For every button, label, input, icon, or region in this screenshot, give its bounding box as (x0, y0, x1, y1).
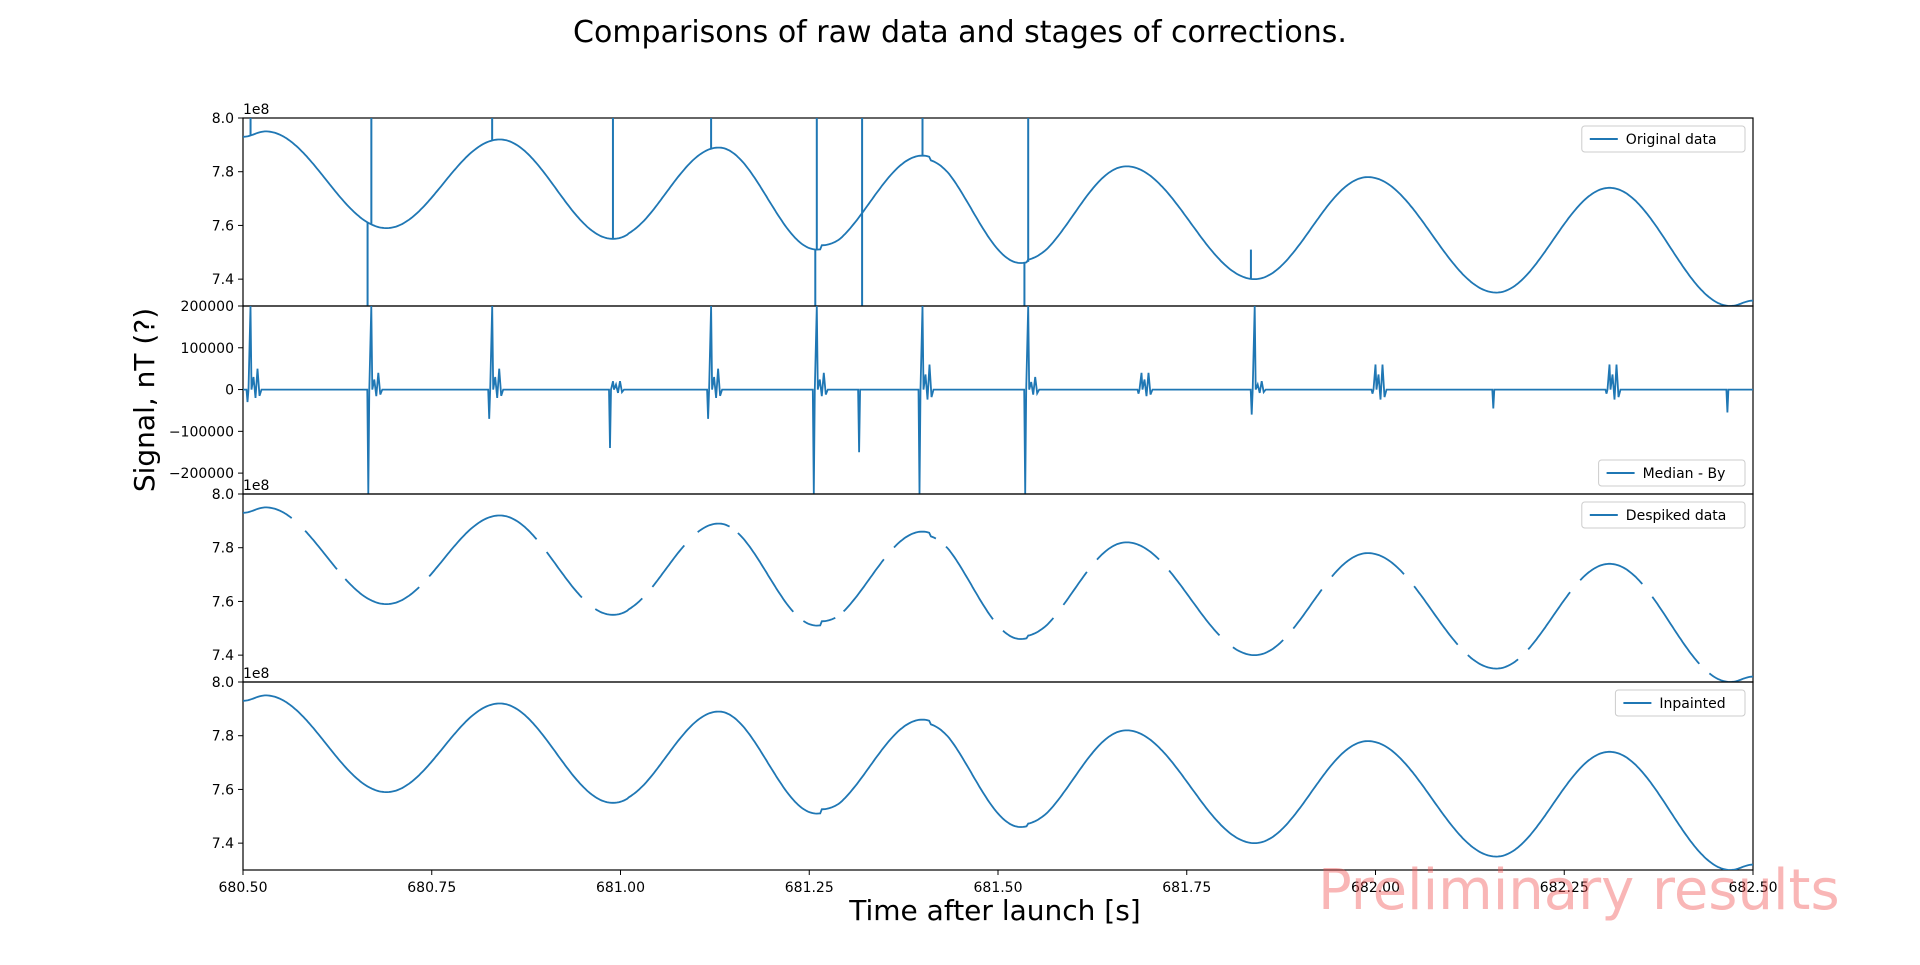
series-line (243, 306, 1753, 494)
y-tick-label: −200000 (169, 466, 234, 482)
x-tick-label: 682.00 (1351, 880, 1400, 896)
subplot-3: 7.4 7.6 7.8 8.0 1e8 Despiked data (212, 478, 1754, 683)
x-tick-label: 682.25 (1540, 880, 1589, 896)
legend: Median - By (1598, 459, 1746, 487)
plot-area (243, 506, 1753, 682)
series-line (243, 694, 1753, 870)
legend-label: Original data (1626, 132, 1717, 148)
legend-box (1581, 125, 1746, 153)
y-tick-label: 7.8 (212, 165, 234, 181)
legend-label: Inpainted (1659, 696, 1725, 712)
axes-frame (242, 493, 1754, 683)
y-tick-label: 7.4 (212, 836, 234, 852)
y-tick-label: 7.6 (212, 218, 234, 234)
offset-label: 1e8 (243, 102, 269, 118)
legend-label: Despiked data (1626, 508, 1727, 524)
offset-label: 1e8 (243, 666, 269, 682)
legend-box (1614, 689, 1746, 717)
y-tick-label: 7.4 (212, 272, 234, 288)
legend: Original data (1581, 125, 1746, 153)
legend-box (1581, 501, 1746, 529)
y-tick-label: 7.8 (212, 729, 234, 745)
legend-box (1598, 459, 1746, 487)
subplot-1: 7.4 7.6 7.8 8.0 1e8 Original data (212, 102, 1754, 307)
series-line (243, 506, 1753, 682)
series-line (243, 130, 1753, 306)
legend: Inpainted (1614, 689, 1746, 717)
offset-label: 1e8 (243, 478, 269, 494)
x-tick-label: 681.75 (1162, 880, 1211, 896)
y-tick-label: 7.6 (212, 594, 234, 610)
figure-title: Comparisons of raw data and stages of co… (573, 15, 1347, 50)
y-tick-label: −100000 (169, 424, 234, 440)
legend-label: Median - By (1643, 466, 1726, 482)
x-axis-label: Time after launch [s] (848, 894, 1140, 927)
y-tick-label: 8.0 (212, 675, 234, 691)
axes-frame (242, 681, 1754, 871)
plot-area (243, 694, 1753, 870)
y-tick-label: 200000 (181, 299, 234, 315)
y-tick-label: 7.6 (212, 782, 234, 798)
subplot-stack: 7.4 7.6 7.8 8.0 1e8 Original data −200000 −1000… (169, 102, 1778, 896)
subplot-4: 7.4 7.6 7.8 8.0 1e8 680.50 680.75 681.00 681.25 6… (212, 666, 1778, 896)
x-tick-label: 680.50 (219, 880, 268, 896)
y-tick-label: 8.0 (212, 487, 234, 503)
y-tick-label: 100000 (181, 341, 234, 357)
plot-area (243, 118, 1753, 306)
x-tick-label: 682.50 (1729, 880, 1778, 896)
axes-frame (242, 305, 1754, 495)
plot-area (243, 306, 1753, 494)
x-tick-label: 681.50 (974, 880, 1023, 896)
y-axis-label: Signal, nT (?) (128, 308, 161, 492)
y-tick-label: 7.4 (212, 648, 234, 664)
legend: Despiked data (1581, 501, 1746, 529)
subplot-2: −200000 −100000 0 100000 200000 Median - By (169, 299, 1754, 495)
axes-frame (242, 117, 1754, 307)
y-tick-label: 0 (225, 383, 234, 399)
y-tick-label: 8.0 (212, 111, 234, 127)
y-tick-label: 7.8 (212, 541, 234, 557)
x-tick-label: 681.25 (785, 880, 834, 896)
preliminary-watermark: Preliminary results (1318, 858, 1840, 923)
x-tick-label: 680.75 (407, 880, 456, 896)
x-tick-label: 681.00 (596, 880, 645, 896)
